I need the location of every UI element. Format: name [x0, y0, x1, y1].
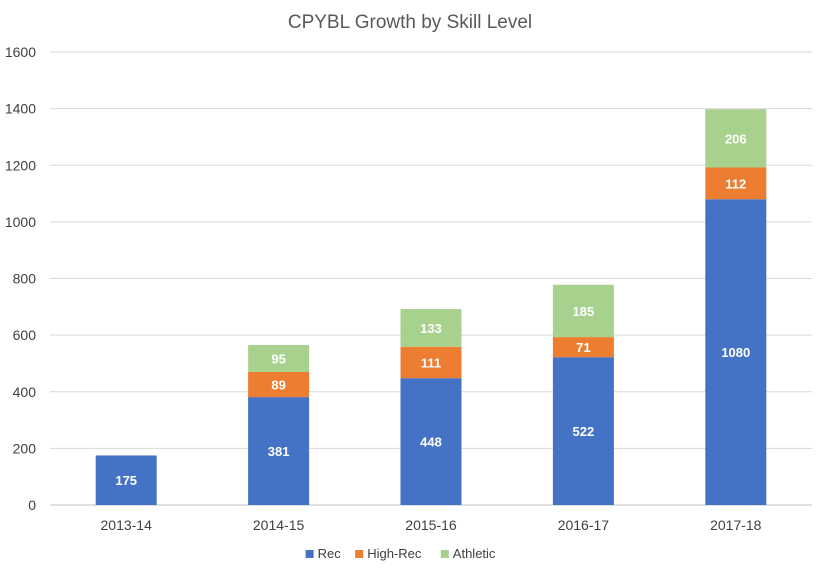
y-axis-tick-labels: 0 200 400 600 800 1000 1200 1400 1600: [5, 44, 36, 513]
x-tick-label: 2013-14: [101, 517, 153, 533]
x-tick-label: 2015-16: [405, 517, 457, 533]
data-label: 175: [115, 473, 137, 488]
legend-item-rec: Rec: [305, 546, 342, 561]
x-axis-tick-labels: 2013-14 2014-15 2015-16 2016-17 2017-18: [101, 517, 762, 533]
y-tick-label: 1400: [5, 101, 36, 117]
y-tick-label: 1200: [5, 157, 36, 173]
data-label: 112: [725, 176, 746, 191]
legend-item-high-rec: High-Rec: [355, 546, 422, 561]
bar-segment-high-rec: [248, 371, 310, 398]
legend-label: Athletic: [453, 546, 496, 561]
data-label: 448: [420, 435, 442, 450]
legend-item-athletic: Athletic: [440, 546, 496, 561]
bar-segment-high-rec: [705, 167, 767, 200]
y-tick-label: 0: [28, 497, 36, 513]
bar-segment-rec: [705, 199, 767, 505]
data-labels: 175 381 89 95 448 111 133 522 71 185 1080 112 206: [115, 131, 750, 488]
bar-segment-rec: [248, 397, 310, 505]
legend: Rec High-Rec Athletic: [305, 546, 496, 561]
data-label: 71: [576, 340, 590, 355]
y-tick-label: 200: [13, 440, 37, 456]
data-label: 89: [271, 378, 285, 393]
y-tick-label: 400: [13, 384, 37, 400]
legend-swatch: [355, 550, 364, 558]
data-label: 381: [268, 444, 290, 459]
data-label: 1080: [721, 345, 750, 360]
data-label: 522: [573, 424, 595, 439]
chart-title: CPYBL Growth by Skill Level: [288, 12, 532, 33]
bar-segment-rec: [95, 455, 157, 505]
bar-segment-athletic: [552, 284, 614, 338]
bars: [95, 109, 767, 505]
legend-swatch: [440, 550, 449, 558]
bar-segment-rec: [400, 378, 462, 505]
y-tick-label: 600: [13, 327, 37, 343]
data-label: 206: [725, 131, 747, 146]
data-label: 133: [420, 321, 442, 336]
legend-label: Rec: [318, 546, 342, 561]
bar-segment-athletic: [248, 345, 310, 372]
x-tick-label: 2016-17: [558, 517, 610, 533]
gridlines: [50, 51, 812, 506]
bar-segment-high-rec: [552, 337, 614, 358]
data-label: 185: [573, 304, 595, 319]
x-tick-label: 2014-15: [253, 517, 305, 533]
data-label: 95: [271, 351, 285, 366]
x-tick-label: 2017-18: [710, 517, 762, 533]
y-tick-label: 1600: [5, 44, 36, 60]
legend-swatch: [305, 550, 314, 558]
data-label: 111: [421, 355, 441, 370]
bar-segment-athletic: [705, 109, 767, 168]
bar-segment-rec: [552, 357, 614, 505]
y-tick-label: 1000: [5, 214, 36, 230]
legend-label: High-Rec: [367, 546, 422, 561]
bar-segment-high-rec: [400, 346, 462, 379]
y-tick-label: 800: [13, 271, 37, 287]
bar-segment-athletic: [400, 309, 462, 347]
